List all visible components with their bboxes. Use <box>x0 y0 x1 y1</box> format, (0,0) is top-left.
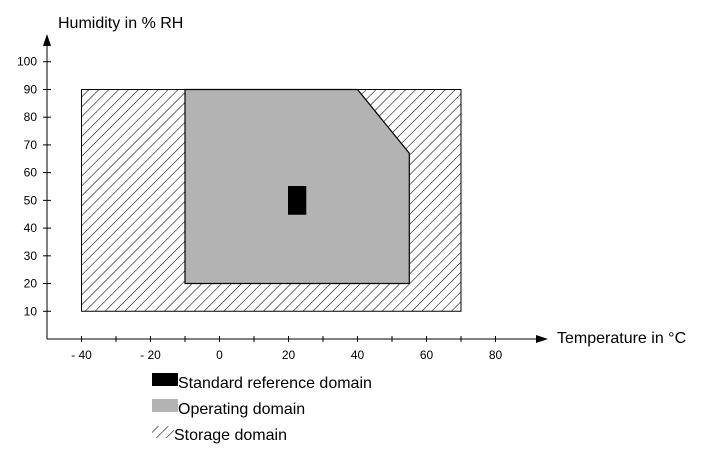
legend-item-operating-domain: Operating domain <box>152 399 305 418</box>
y-tick-label: 50 <box>24 193 38 207</box>
y-tick-label: 100 <box>17 55 37 69</box>
y-tick-label: 80 <box>24 110 38 124</box>
y-axis-title: Humidity in % RH <box>58 15 183 32</box>
legend-swatch <box>152 399 178 412</box>
x-tick-label: 80 <box>489 348 503 362</box>
legend-swatch <box>152 373 178 386</box>
x-tick-label: - 40 <box>71 348 92 362</box>
x-axis-arrow-icon <box>536 335 548 343</box>
legend-label: Standard reference domain <box>178 375 372 392</box>
x-tick-label: 0 <box>216 348 223 362</box>
legend-label: Storage domain <box>174 427 287 444</box>
x-axis-title: Temperature in °C <box>557 330 686 347</box>
plot-area <box>81 88 462 312</box>
y-axis-arrow-icon <box>43 34 51 46</box>
y-tick-label: 30 <box>24 249 38 263</box>
legend-item-storage-domain: Storage domain <box>152 426 287 444</box>
legend-label: Operating domain <box>178 401 305 418</box>
y-tick-label: 60 <box>24 166 38 180</box>
axes: - 40 - 20 0 20 40 60 80 10 20 30 40 50 60 70 80 90 100 <box>17 34 548 362</box>
y-tick-label: 70 <box>24 138 38 152</box>
legend: Standard reference domain Operating domai… <box>152 373 372 444</box>
x-tick-label: - 20 <box>140 348 161 362</box>
legend-item-standard-reference-domain: Standard reference domain <box>152 373 372 392</box>
y-tick-label: 90 <box>24 82 38 96</box>
x-tick-label: 40 <box>351 348 365 362</box>
y-tick-label: 20 <box>24 277 38 291</box>
region-standard-reference-domain <box>288 186 307 215</box>
x-tick-label: 60 <box>420 348 434 362</box>
y-tick-label: 10 <box>24 304 38 318</box>
x-tick-label: 20 <box>282 348 296 362</box>
legend-swatch <box>152 426 174 438</box>
y-tick-label: 40 <box>24 221 38 235</box>
